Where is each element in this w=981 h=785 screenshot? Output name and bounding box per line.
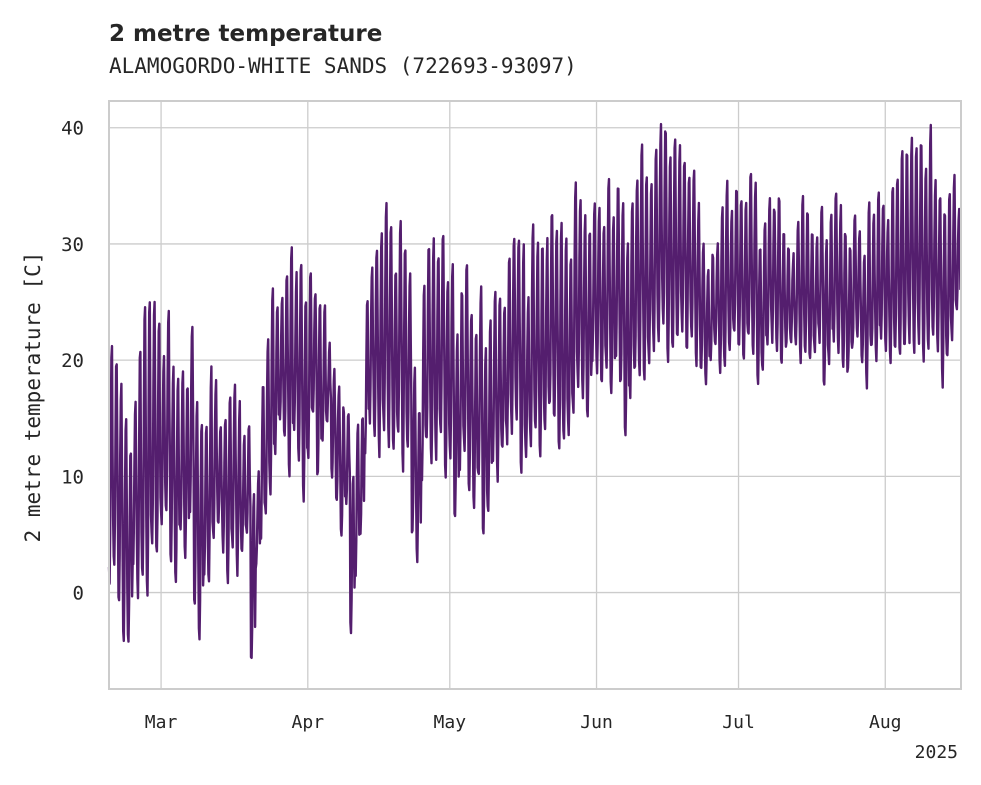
x-tick-label: Jun [580, 712, 613, 733]
plot-frame [108, 100, 962, 690]
x-tick-label: Jul [722, 712, 755, 733]
x-year-label: 2025 [915, 742, 958, 763]
y-tick-label: 20 [61, 350, 84, 372]
y-tick-label: 40 [61, 118, 84, 140]
x-tick-labels: Mar Apr May Jun Jul Aug [145, 712, 902, 733]
chart-subtitle: ALAMOGORDO-WHITE SANDS (722693-93097) [109, 54, 577, 78]
series-layer [107, 122, 962, 659]
x-tick-label: Aug [869, 712, 902, 733]
x-tick-label: Mar [145, 712, 178, 733]
x-tick-label: Apr [292, 712, 325, 733]
chart-title: 2 metre temperature [109, 21, 382, 47]
y-tick-label: 10 [61, 466, 84, 488]
y-tick-label: 0 [73, 583, 84, 605]
y-tick-label: 30 [61, 234, 84, 256]
y-tick-labels: 0 10 20 30 40 [61, 118, 84, 605]
temperature-series-line [107, 122, 962, 659]
x-tick-label: May [434, 712, 467, 733]
y-axis-label: 2 metre temperature [C] [21, 252, 45, 543]
